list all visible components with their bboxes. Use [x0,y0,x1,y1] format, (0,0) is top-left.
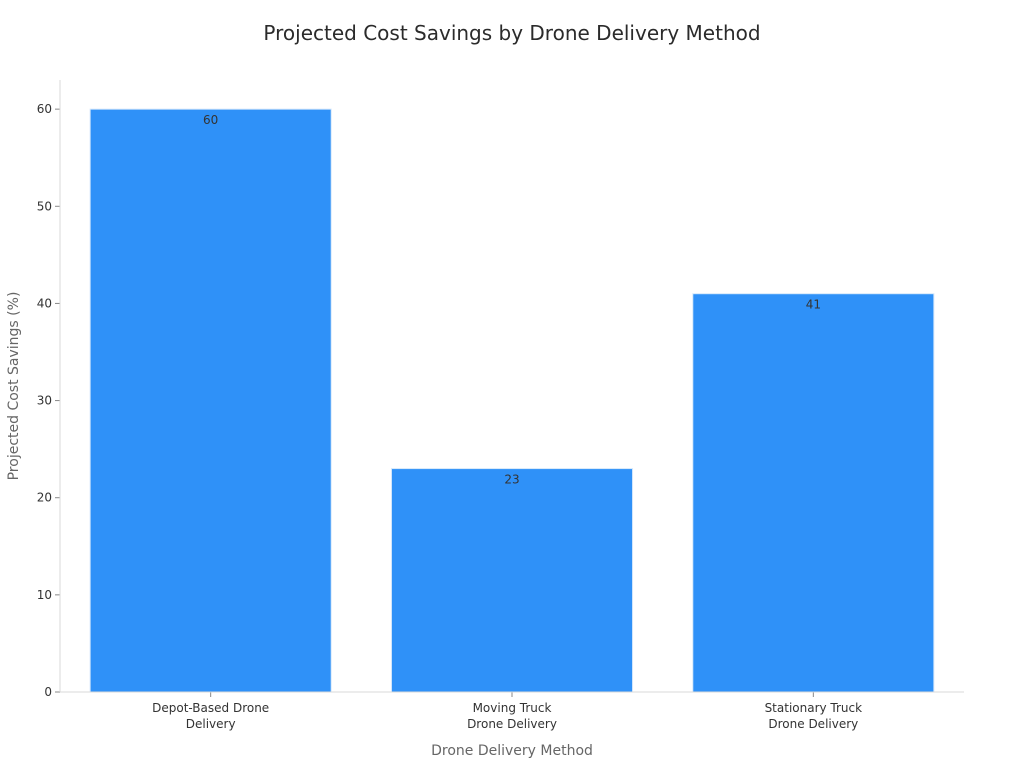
x-tick-label-line: Drone Delivery [467,717,557,731]
bar [89,108,332,693]
bar [390,468,634,693]
y-tick-label: 50 [37,199,52,213]
y-tick-label: 40 [37,296,52,310]
y-tick-label: 10 [37,588,52,602]
bar-value-label: 23 [504,473,519,487]
plot-area: 0 10 20 30 40 50 60 60 Depot-Based Drone Delivery… [37,102,935,731]
bar [692,293,935,693]
x-tick-label: Stationary Truck Drone Delivery [765,701,863,731]
y-axis-label: Projected Cost Savings (%) [6,292,22,481]
x-tick-label: Moving Truck Drone Delivery [467,701,557,731]
x-tick-label-line: Depot-Based Drone [152,701,269,715]
x-tick-label-line: Stationary Truck [765,701,863,715]
x-axis-label: Drone Delivery Method [431,743,593,759]
y-tick-label: 30 [37,394,52,408]
bar-value-label: 60 [203,113,218,127]
x-tick-label-line: Drone Delivery [768,717,858,731]
x-tick-label-line: Delivery [186,717,236,731]
x-tick-label: Depot-Based Drone Delivery [152,701,269,731]
y-tick-label: 60 [37,102,52,116]
y-tick-label: 0 [44,685,52,699]
chart-title: Projected Cost Savings by Drone Delivery… [263,21,760,45]
bar-value-label: 41 [806,298,821,312]
y-tick-label: 20 [37,491,52,505]
x-tick-label-line: Moving Truck [473,701,552,715]
